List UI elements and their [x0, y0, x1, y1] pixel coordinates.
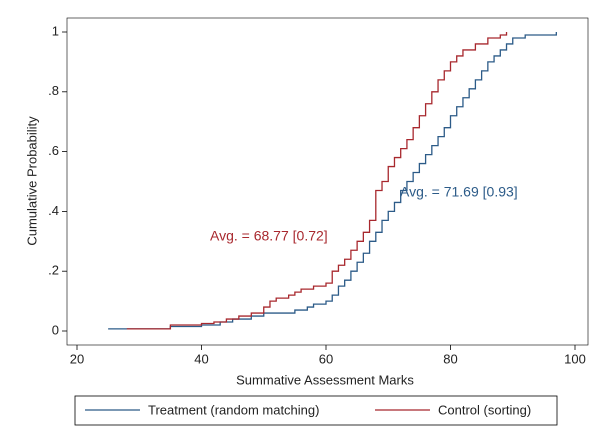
y-tick-label: .2: [48, 263, 59, 278]
y-tick-label: .8: [48, 83, 59, 98]
y-tick-label: .4: [48, 203, 59, 218]
x-tick-label: 40: [194, 351, 208, 366]
x-axis-label: Summative Assessment Marks: [236, 372, 414, 387]
legend-label: Control (sorting): [438, 402, 531, 417]
annotation: Avg. = 71.69 [0.93]: [400, 184, 518, 200]
series-line: [126, 32, 508, 330]
x-tick-label: 100: [564, 351, 586, 366]
plot-frame: [66, 17, 589, 346]
x-tick-label: 60: [319, 351, 333, 366]
y-tick-label: .6: [48, 143, 59, 158]
x-tick-label: 20: [70, 351, 84, 366]
y-tick-label: 1: [52, 23, 59, 38]
legend-label: Treatment (random matching): [148, 402, 319, 417]
annotation: Avg. = 68.77 [0.72]: [210, 228, 328, 244]
series-line: [108, 32, 557, 330]
y-axis-label: Cumulative Probability: [24, 116, 39, 246]
x-tick-label: 80: [443, 351, 457, 366]
legend-box: [74, 395, 558, 426]
y-tick-label: 0: [52, 322, 59, 337]
